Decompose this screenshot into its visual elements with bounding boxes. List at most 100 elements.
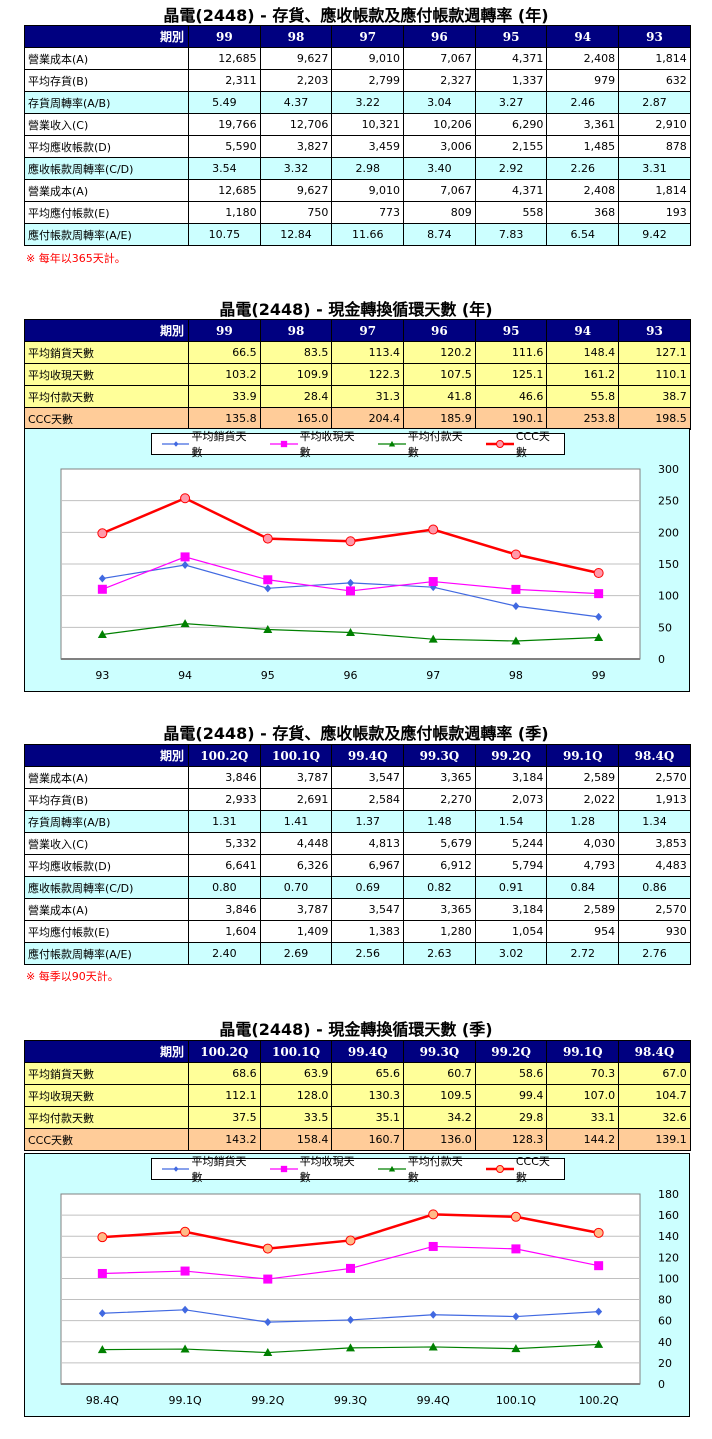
cell-value: 6,326 xyxy=(259,854,333,877)
svg-text:99.1Q: 99.1Q xyxy=(168,1394,201,1407)
svg-text:93: 93 xyxy=(95,669,109,682)
cell-value: 160.7 xyxy=(331,1128,405,1151)
header-period: 97 xyxy=(331,319,405,342)
cell-value: 368 xyxy=(546,201,620,224)
cell-value: 112.1 xyxy=(188,1084,261,1107)
cell-value: 6,912 xyxy=(403,854,476,877)
row-label: 應付帳款周轉率(A/E) xyxy=(24,223,189,246)
cell-value: 125.1 xyxy=(474,363,548,386)
table-row: 平均銷貨天數 66.5 83.5 113.4 120.2 111.6 148.4 127.1 xyxy=(24,341,691,364)
row-label: 平均銷貨天數 xyxy=(24,1062,189,1085)
chart-legend: 平均銷貨天數 平均收現天數 平均付款天數 CCC天數 xyxy=(151,1155,565,1184)
cell-value: 4.37 xyxy=(259,91,333,114)
cell-value: 5,244 xyxy=(474,832,548,855)
svg-text:99.2Q: 99.2Q xyxy=(251,1394,284,1407)
cell-value: 3.54 xyxy=(188,157,261,180)
header-period: 99.4Q xyxy=(331,744,405,767)
row-label: 營業成本(A) xyxy=(24,898,189,921)
cell-value: 3,547 xyxy=(331,898,405,921)
cell-value: 1,604 xyxy=(188,920,261,943)
cell-value: 10.75 xyxy=(188,223,261,246)
table-row: 應付帳款周轉率(A/E) 2.40 2.69 2.56 2.63 3.02 2.72 2.76 xyxy=(24,942,691,965)
header-period: 93 xyxy=(618,25,691,48)
cell-value: 0.70 xyxy=(259,876,333,899)
cell-value: 9,627 xyxy=(259,47,333,70)
table-row: 平均應付帳款(E) 1,604 1,409 1,383 1,280 1,054 954 930 xyxy=(24,920,691,943)
row-label: 營業收入(C) xyxy=(24,113,189,136)
header-period: 99.2Q xyxy=(474,744,548,767)
cell-value: 32.6 xyxy=(618,1106,691,1129)
cell-value: 2,408 xyxy=(546,47,620,70)
cell-value: 3,547 xyxy=(331,766,405,789)
cell-value: 1.41 xyxy=(259,810,333,833)
cell-value: 2,570 xyxy=(618,898,691,921)
legend-diamond-marker-icon xyxy=(162,1166,190,1172)
table-row: 平均存貨(B) 2,311 2,203 2,799 2,327 1,337 979 632 xyxy=(24,69,691,92)
row-label: 營業成本(A) xyxy=(24,766,189,789)
header-period: 100.1Q xyxy=(259,744,333,767)
table-header-row: 期別 99 98 97 96 95 94 93 xyxy=(24,25,691,48)
table-row: 營業成本(A) 12,685 9,627 9,010 7,067 4,371 2,408 1,… xyxy=(24,179,691,202)
cell-value: 8.74 xyxy=(403,223,476,246)
cell-value: 28.4 xyxy=(259,385,333,408)
row-label: 平均付款天數 xyxy=(24,385,189,408)
cell-value: 1.28 xyxy=(546,810,620,833)
table-row: 營業成本(A) 3,846 3,787 3,547 3,365 3,184 2,589 2,5… xyxy=(24,766,691,789)
cell-value: 33.5 xyxy=(259,1106,333,1129)
cell-value: 0.91 xyxy=(474,876,548,899)
legend-label: CCC天數 xyxy=(515,1155,550,1184)
cell-value: 1.37 xyxy=(331,810,405,833)
header-period: 98.4Q xyxy=(618,1040,691,1063)
cell-value: 136.0 xyxy=(403,1128,476,1151)
cell-value: 5.49 xyxy=(188,91,261,114)
cell-value: 2.92 xyxy=(474,157,548,180)
cell-value: 111.6 xyxy=(474,341,548,364)
cell-value: 12,685 xyxy=(188,179,261,202)
cell-value: 5,794 xyxy=(474,854,548,877)
quarterly-ccc-title: 晶電(2448) - 現金轉換循環天數 (季) xyxy=(219,1020,493,1039)
svg-text:0: 0 xyxy=(658,1378,665,1391)
header-period: 99.2Q xyxy=(474,1040,548,1063)
cell-value: 3,184 xyxy=(474,898,548,921)
row-label: 平均存貨(B) xyxy=(24,788,189,811)
cell-value: 139.1 xyxy=(618,1128,691,1151)
row-label: 應收帳款周轉率(C/D) xyxy=(24,876,189,899)
table-row: 平均存貨(B) 2,933 2,691 2,584 2,270 2,073 2,022 1,9… xyxy=(24,788,691,811)
cell-value: 31.3 xyxy=(331,385,405,408)
svg-text:100: 100 xyxy=(658,1272,679,1285)
quarterly-ccc-table-wrap: 期別 100.2Q 100.1Q 99.4Q 99.3Q 99.2Q 99.1Q 98.4Q 平… xyxy=(24,1040,691,1151)
cell-value: 3.40 xyxy=(403,157,476,180)
cell-value: 2,933 xyxy=(188,788,261,811)
cell-value: 67.0 xyxy=(618,1062,691,1085)
cell-value: 3,853 xyxy=(618,832,691,855)
annual-ccc-title: 晶電(2448) - 現金轉換循環天數 (年) xyxy=(219,300,493,319)
cell-value: 58.6 xyxy=(474,1062,548,1085)
cell-value: 103.2 xyxy=(188,363,261,386)
cell-value: 60.7 xyxy=(403,1062,476,1085)
cell-value: 1,180 xyxy=(188,201,261,224)
header-period: 98.4Q xyxy=(618,744,691,767)
cell-value: 10,206 xyxy=(403,113,476,136)
header-period: 100.2Q xyxy=(188,1040,261,1063)
row-label: 平均付款天數 xyxy=(24,1106,189,1129)
cell-value: 2,155 xyxy=(474,135,548,158)
header-period-label: 期別 xyxy=(24,25,189,48)
svg-text:120: 120 xyxy=(658,1251,679,1264)
row-label: 應付帳款周轉率(A/E) xyxy=(24,942,189,965)
cell-value: 6,641 xyxy=(188,854,261,877)
cell-value: 1,485 xyxy=(546,135,620,158)
cell-value: 3,846 xyxy=(188,766,261,789)
header-period: 96 xyxy=(403,25,476,48)
legend-label: 平均付款天數 xyxy=(407,430,463,459)
cell-value: 2.63 xyxy=(403,942,476,965)
row-label: 平均收現天數 xyxy=(24,363,189,386)
legend-label: 平均付款天數 xyxy=(407,1155,463,1184)
cell-value: 2.98 xyxy=(331,157,405,180)
row-label: 存貨周轉率(A/B) xyxy=(24,91,189,114)
cell-value: 143.2 xyxy=(188,1128,261,1151)
table-header-row: 期別 99 98 97 96 95 94 93 xyxy=(24,319,691,342)
quarterly-note: ※ 每季以90天計。 xyxy=(26,970,119,983)
cell-value: 1,409 xyxy=(259,920,333,943)
cell-value: 4,483 xyxy=(618,854,691,877)
cell-value: 107.5 xyxy=(403,363,476,386)
